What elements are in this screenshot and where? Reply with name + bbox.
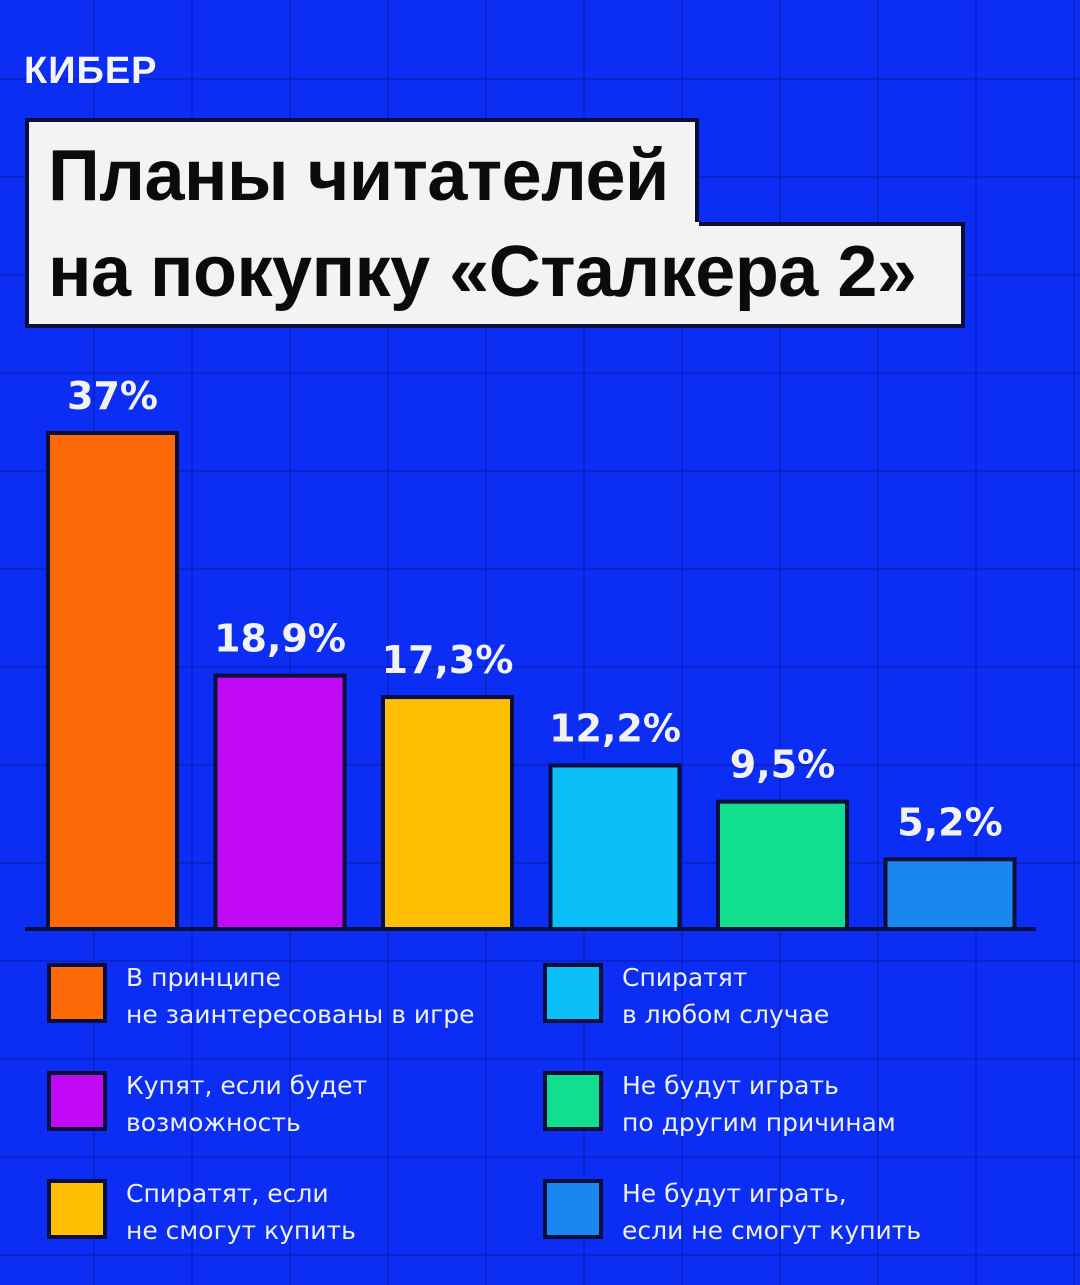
legend-label-line: Спиратят, если	[126, 1179, 329, 1208]
legend-label-line: Спиратят	[622, 963, 748, 992]
page-title-line-1: Планы читателей	[48, 136, 669, 216]
bar	[213, 673, 347, 932]
page-title-line-2: на покупку «Сталкера 2»	[48, 232, 917, 312]
legend-label-line: возможность	[126, 1108, 301, 1137]
legend-label: Не будут играть, если не смогут купить	[622, 1175, 921, 1249]
legend-label-line: Не будут играть	[622, 1071, 839, 1100]
legend-label-line: не заинтересованы в игре	[126, 1000, 475, 1029]
legend-label-line: не смогут купить	[126, 1216, 356, 1245]
bar-value-label: 12,2%	[549, 706, 681, 750]
bar	[381, 695, 514, 931]
bars-group	[46, 431, 1017, 932]
legend-swatch	[47, 963, 107, 1023]
legend-label: Спиратят в любом случае	[622, 959, 829, 1033]
title-box-join	[29, 219, 695, 229]
legend-swatch	[543, 1071, 603, 1131]
legend-swatch	[543, 1179, 603, 1239]
legend-label: Купят, если будет возможность	[126, 1067, 367, 1141]
bar-value-label: 17,3%	[382, 638, 514, 682]
bar-value-label: 18,9%	[214, 617, 346, 661]
legend-label-line: в любом случае	[622, 1000, 830, 1029]
legend-label-line: если не смогут купить	[622, 1216, 922, 1245]
legend-swatch	[543, 963, 603, 1023]
value-labels-group: 37% 18,9% 17,3% 12,2% 9,5% 5,2%	[67, 374, 1003, 844]
bar-value-label: 37%	[67, 374, 158, 418]
legend-label: Не будут играть по другим причинам	[622, 1067, 896, 1141]
legend-label-line: по другим причинам	[622, 1108, 896, 1137]
legend-label: Спиратят, если не смогут купить	[126, 1175, 356, 1249]
legend-label-line: Не будут играть,	[622, 1179, 847, 1208]
legend-label: В принципе не заинтересованы в игре	[126, 959, 475, 1033]
bar	[883, 857, 1017, 932]
kiber-logo: КИБЕР	[24, 50, 158, 92]
bar	[548, 763, 682, 931]
bar-value-label: 9,5%	[730, 743, 835, 787]
legend-label-line: Купят, если будет	[126, 1071, 368, 1100]
legend-swatch	[47, 1179, 107, 1239]
bar	[46, 431, 179, 931]
bar	[716, 799, 849, 931]
legend-swatch	[47, 1071, 107, 1131]
bar-chart: 37% 18,9% 17,3% 12,2% 9,5% 5,2%	[25, 374, 1036, 932]
legend-label-line: В принципе	[126, 963, 281, 992]
title-box-step	[25, 222, 965, 328]
bar-value-label: 5,2%	[897, 800, 1002, 844]
